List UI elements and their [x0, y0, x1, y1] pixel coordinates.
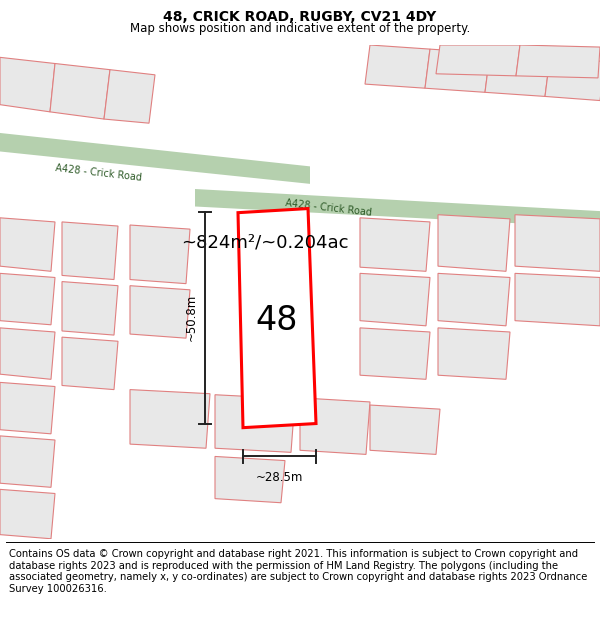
Polygon shape — [130, 389, 210, 448]
Polygon shape — [360, 328, 430, 379]
Polygon shape — [485, 53, 550, 96]
Polygon shape — [50, 64, 110, 119]
Polygon shape — [436, 45, 520, 76]
Polygon shape — [0, 382, 55, 434]
Text: 48, CRICK ROAD, RUGBY, CV21 4DY: 48, CRICK ROAD, RUGBY, CV21 4DY — [163, 10, 437, 24]
Text: ~50.8m: ~50.8m — [185, 294, 197, 341]
Polygon shape — [62, 282, 118, 335]
Polygon shape — [62, 337, 118, 389]
Polygon shape — [360, 217, 430, 271]
Polygon shape — [438, 273, 510, 326]
Polygon shape — [0, 132, 310, 184]
Text: ~824m²/~0.204ac: ~824m²/~0.204ac — [181, 234, 349, 251]
Polygon shape — [130, 286, 190, 338]
Polygon shape — [215, 395, 295, 452]
Polygon shape — [438, 328, 510, 379]
Polygon shape — [238, 209, 316, 428]
Text: Map shows position and indicative extent of the property.: Map shows position and indicative extent… — [130, 22, 470, 35]
Polygon shape — [370, 405, 440, 454]
Text: A428 - Crick Road: A428 - Crick Road — [285, 198, 373, 217]
Polygon shape — [300, 398, 370, 454]
Polygon shape — [0, 58, 55, 112]
Text: 48: 48 — [256, 304, 298, 337]
Polygon shape — [515, 273, 600, 326]
Polygon shape — [195, 189, 600, 228]
Polygon shape — [215, 456, 285, 503]
Polygon shape — [62, 222, 118, 279]
Polygon shape — [0, 436, 55, 488]
Polygon shape — [425, 49, 490, 92]
Polygon shape — [545, 58, 600, 101]
Text: Contains OS data © Crown copyright and database right 2021. This information is : Contains OS data © Crown copyright and d… — [9, 549, 587, 594]
Polygon shape — [360, 273, 430, 326]
Polygon shape — [0, 273, 55, 325]
Polygon shape — [0, 328, 55, 379]
Polygon shape — [104, 69, 155, 123]
Text: A428 - Crick Road: A428 - Crick Road — [55, 162, 143, 182]
Polygon shape — [130, 225, 190, 284]
Polygon shape — [438, 215, 510, 271]
Polygon shape — [0, 489, 55, 539]
Polygon shape — [365, 45, 430, 88]
Polygon shape — [515, 215, 600, 271]
Polygon shape — [0, 217, 55, 271]
Text: ~28.5m: ~28.5m — [256, 471, 303, 484]
Polygon shape — [516, 45, 600, 78]
